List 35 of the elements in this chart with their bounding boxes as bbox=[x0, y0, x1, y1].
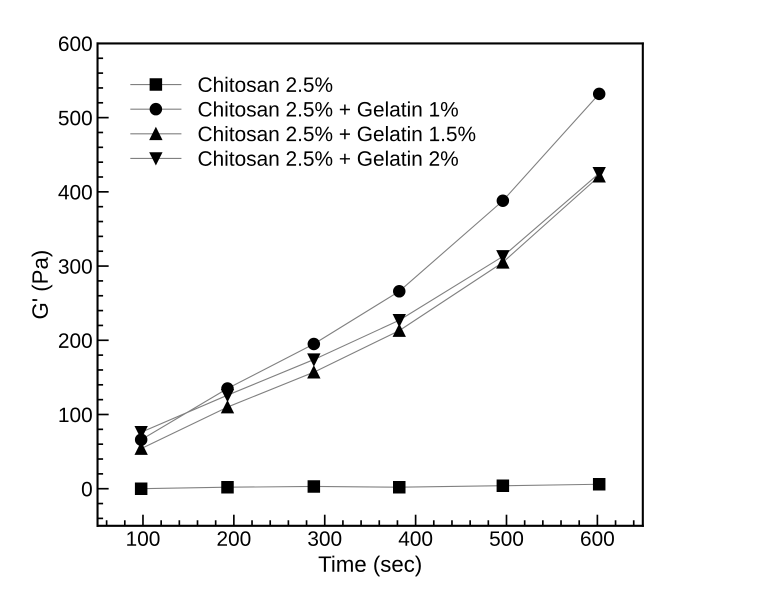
point bbox=[134, 482, 148, 495]
legend-label: Chitosan 2.5% + Gelatin 1.5% bbox=[198, 126, 476, 142]
point bbox=[221, 400, 234, 414]
y-tick-label: 600 bbox=[58, 36, 92, 52]
point bbox=[592, 88, 606, 100]
point bbox=[393, 314, 406, 326]
x-tick-label: 600 bbox=[581, 531, 614, 546]
point bbox=[308, 353, 320, 366]
legend-label: Chitosan 2.5% + Gelatin 1% bbox=[198, 101, 458, 117]
y-axis-title: G' (Pa) bbox=[32, 251, 52, 318]
point bbox=[308, 480, 320, 493]
point bbox=[496, 194, 510, 208]
legend-label: Chitosan 2.5% bbox=[198, 76, 332, 92]
point bbox=[221, 480, 234, 494]
x-tick-label: 500 bbox=[490, 531, 524, 546]
point bbox=[592, 478, 606, 491]
y-tick-label: 200 bbox=[58, 333, 92, 348]
x-axis-title: Time (sec) bbox=[318, 556, 421, 576]
y-tick-label: 400 bbox=[58, 184, 92, 200]
point bbox=[308, 338, 320, 350]
point bbox=[393, 480, 406, 494]
legend-label: Chitosan 2.5% + Gelatin 2% bbox=[198, 150, 458, 166]
y-tick-label: 100 bbox=[60, 407, 92, 422]
point bbox=[308, 366, 320, 378]
y-tick-label: 500 bbox=[58, 110, 92, 126]
x-tick-label: 300 bbox=[308, 531, 342, 546]
point bbox=[496, 479, 510, 492]
y-tick-label: 300 bbox=[58, 259, 92, 274]
x-tick-label: 400 bbox=[398, 531, 432, 546]
point bbox=[393, 285, 406, 298]
point bbox=[221, 388, 234, 402]
y-tick-label: 0 bbox=[82, 482, 92, 496]
point bbox=[393, 324, 406, 337]
x-tick-label: 200 bbox=[218, 531, 250, 546]
x-tick-label: 100 bbox=[127, 531, 160, 546]
